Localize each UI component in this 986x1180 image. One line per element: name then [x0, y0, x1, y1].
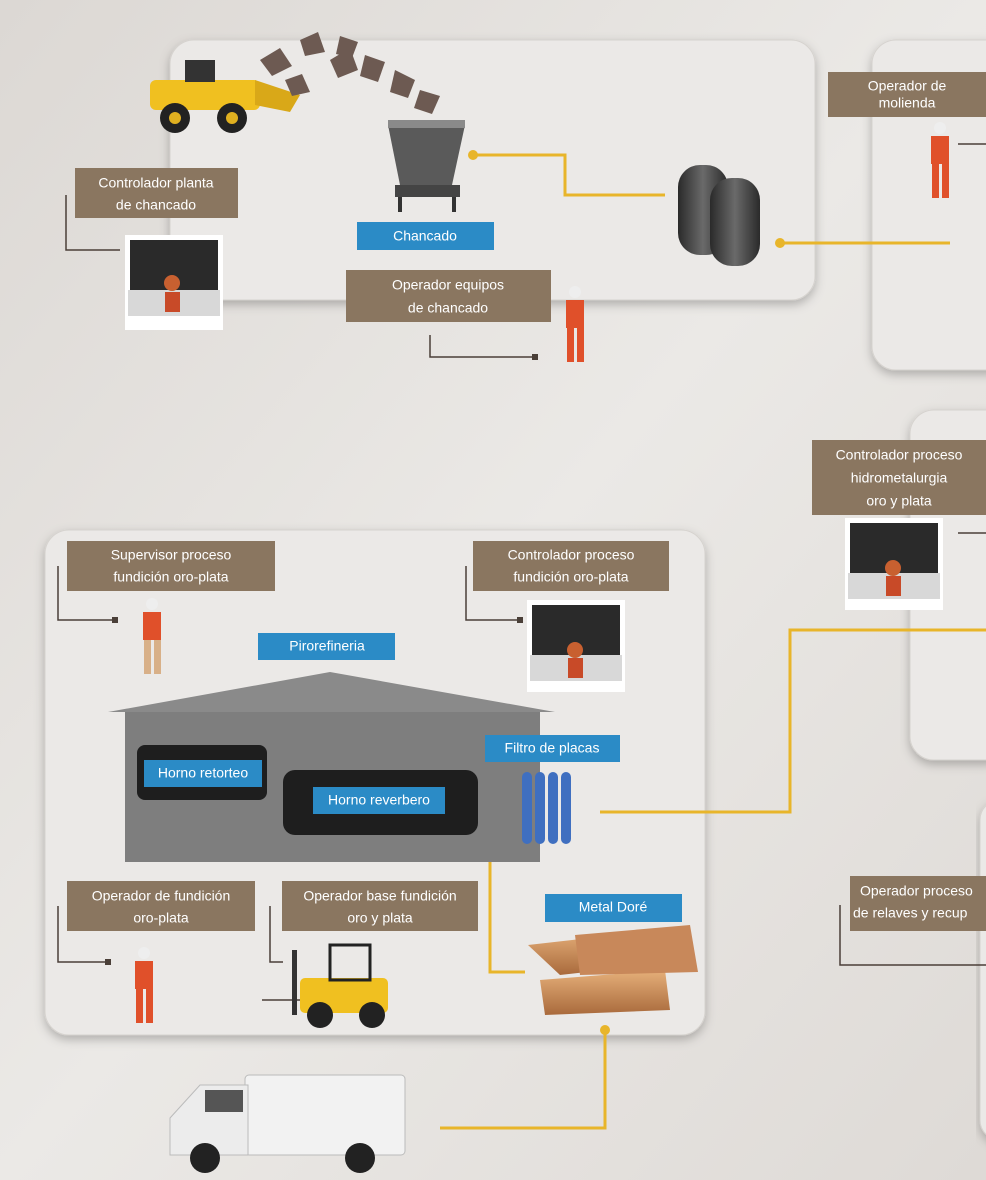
control-room-illustration	[845, 518, 943, 610]
shape	[395, 185, 460, 197]
control-room-illustration	[527, 600, 625, 692]
shape	[144, 640, 151, 674]
shape	[245, 1075, 405, 1155]
shape	[567, 328, 574, 362]
role-label: de chancado	[408, 300, 488, 316]
stage-label: Horno retorteo	[158, 765, 248, 781]
shape	[135, 961, 153, 989]
shape	[307, 1002, 333, 1028]
shape	[398, 197, 402, 212]
role-label: Operador proceso	[860, 883, 973, 899]
role-label: fundición oro-plata	[113, 569, 228, 585]
shape	[522, 772, 532, 844]
shape	[190, 1143, 220, 1173]
shape	[548, 772, 558, 844]
role-label: oro-plata	[133, 910, 188, 926]
role-label: fundición oro-plata	[513, 569, 628, 585]
shape	[567, 642, 583, 658]
shape	[292, 950, 297, 1015]
leader-end	[532, 354, 538, 360]
role-label: Controlador proceso	[508, 547, 635, 563]
stage-label: Chancado	[393, 228, 457, 244]
shape	[566, 300, 584, 328]
shape	[359, 1002, 385, 1028]
stage-label: Pirorefineria	[289, 638, 365, 654]
shape	[535, 772, 545, 844]
shape	[136, 989, 143, 1023]
shape	[143, 612, 161, 640]
shape	[931, 136, 949, 164]
shape	[388, 120, 465, 128]
role-label: Operador equipos	[392, 277, 504, 293]
shape	[577, 328, 584, 362]
role-label: Controlador planta	[98, 175, 213, 191]
shape	[885, 560, 901, 576]
shape	[164, 275, 180, 291]
shape	[710, 178, 760, 266]
role-label: oro y plata	[866, 493, 932, 509]
shape	[169, 112, 181, 124]
shape	[150, 80, 260, 110]
role-label: de relaves y recup	[853, 905, 968, 921]
connector-dot	[775, 238, 785, 248]
role-label: molienda	[879, 95, 936, 111]
shape	[942, 164, 949, 198]
role-label: Supervisor proceso	[111, 547, 232, 563]
leader-end	[517, 617, 523, 623]
shape	[561, 772, 571, 844]
shape	[388, 125, 465, 185]
role-label: Controlador proceso	[836, 447, 963, 463]
leader-end	[105, 959, 111, 965]
stage-label: Horno reverbero	[328, 792, 430, 808]
role-label: Operador de fundición	[92, 888, 231, 904]
role-label: hidrometalurgia	[851, 470, 948, 486]
role-label: Operador de	[868, 78, 947, 94]
shape	[154, 640, 161, 674]
shape	[345, 1143, 375, 1173]
shape	[205, 1090, 243, 1112]
shape	[932, 164, 939, 198]
connector-dot	[468, 150, 478, 160]
shape	[138, 947, 150, 959]
diagram: Controlador planta de chancado Operador …	[0, 0, 986, 1180]
shape	[165, 292, 180, 312]
leader-end	[112, 617, 118, 623]
shape	[185, 60, 215, 82]
panel-relaves	[980, 800, 986, 1140]
shape	[226, 112, 238, 124]
shape	[452, 197, 456, 212]
shape	[934, 122, 946, 134]
role-label: oro y plata	[347, 910, 413, 926]
stage-label: Filtro de placas	[505, 740, 600, 756]
connector-dot	[600, 1025, 610, 1035]
shape	[146, 989, 153, 1023]
stage-label: Metal Doré	[579, 899, 648, 915]
role-label: Operador base fundición	[303, 888, 456, 904]
role-label: de chancado	[116, 197, 196, 213]
shape	[146, 598, 158, 610]
shape	[569, 286, 581, 298]
shape	[568, 658, 583, 678]
shape	[886, 576, 901, 596]
page: { "roles": [ ["Controlador planta", "de …	[0, 0, 986, 1180]
control-room-illustration	[125, 235, 223, 330]
